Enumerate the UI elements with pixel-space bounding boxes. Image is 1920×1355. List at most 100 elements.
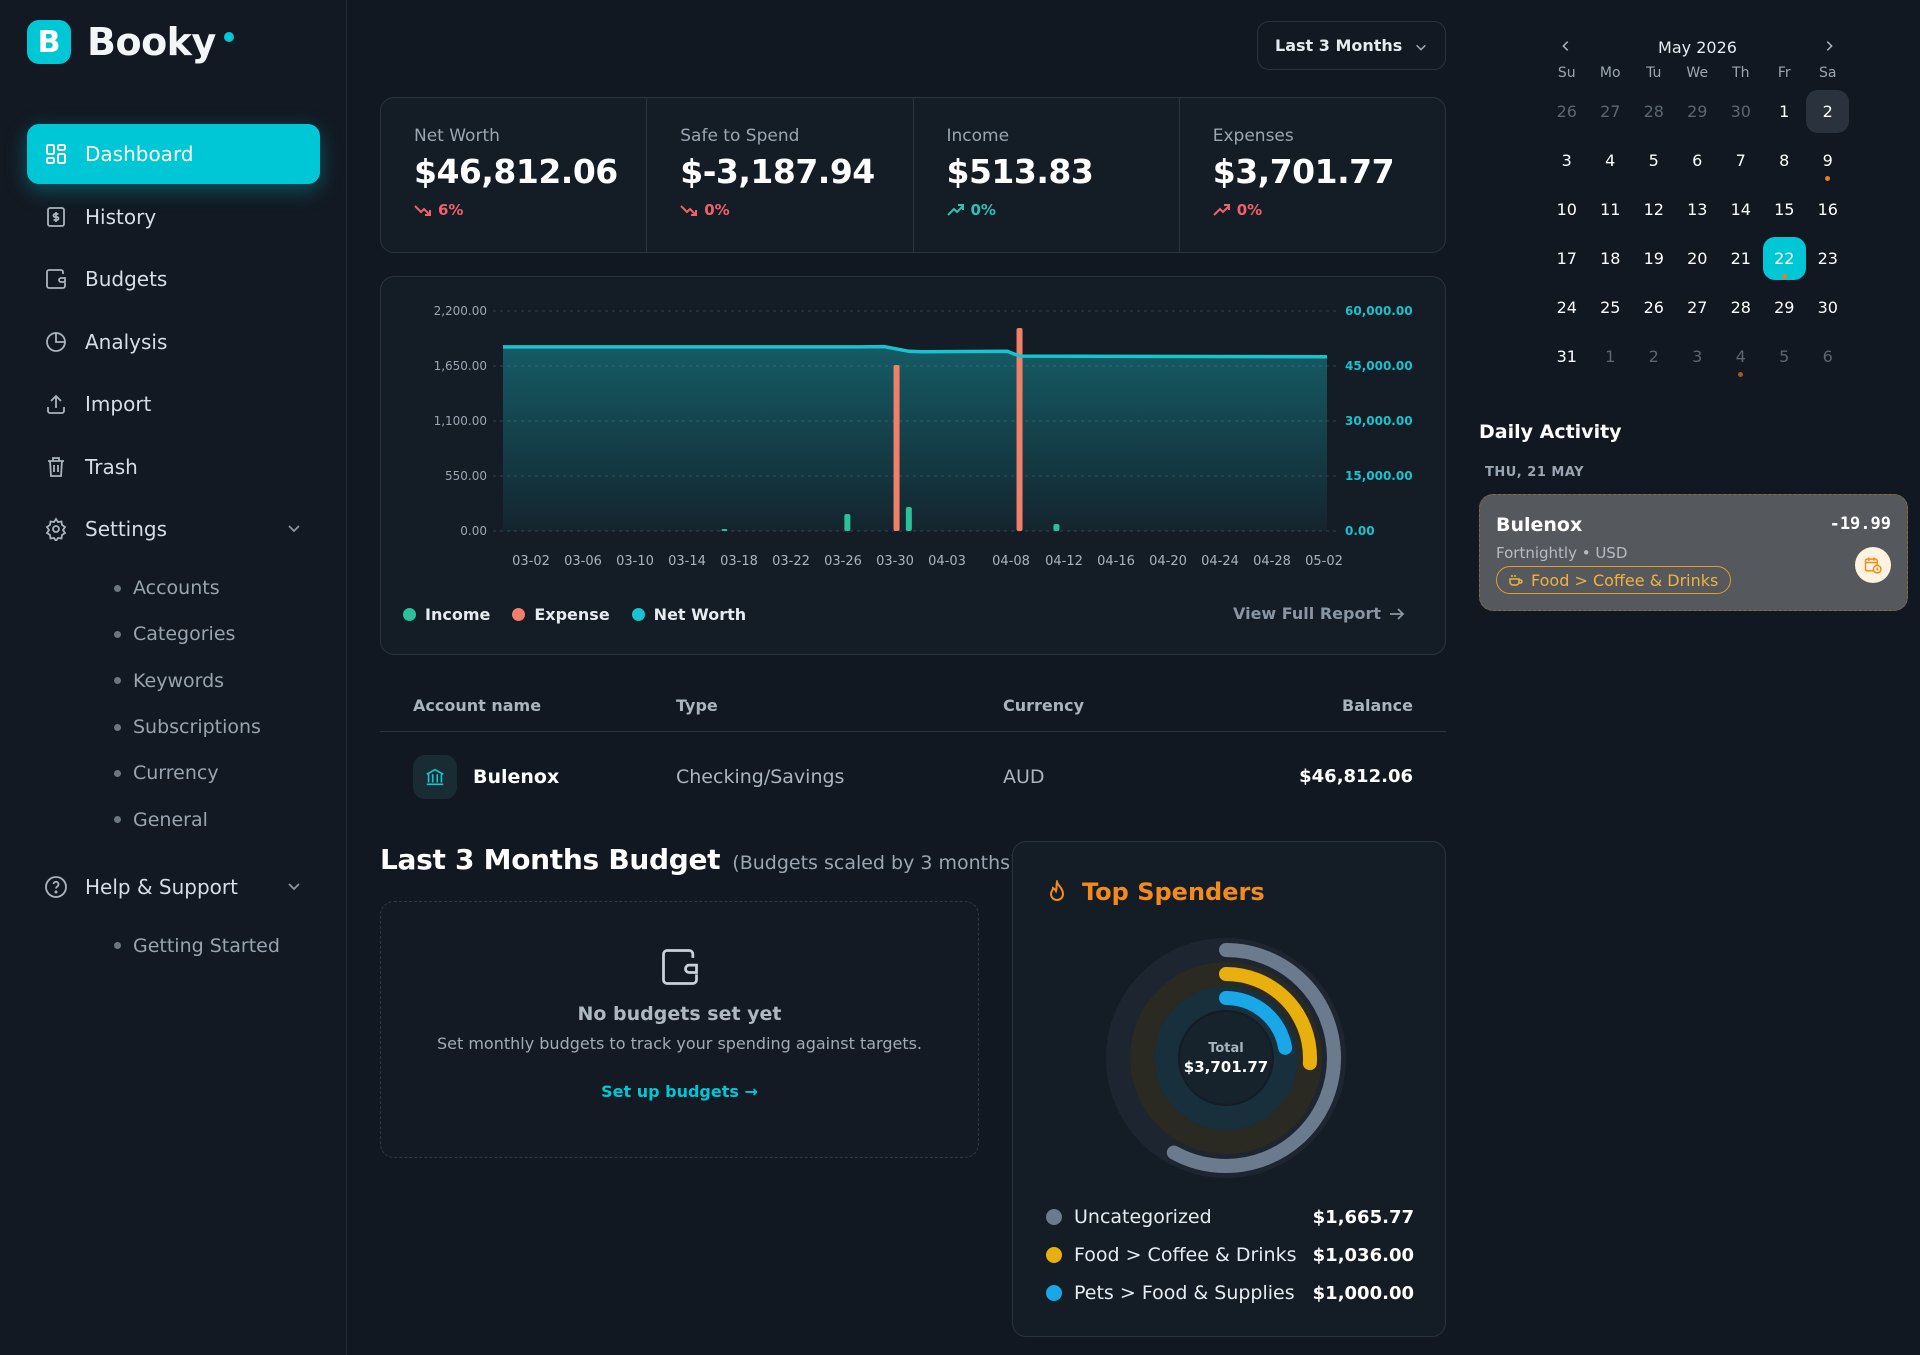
color-dot — [1046, 1209, 1062, 1225]
day-number: 16 — [1817, 200, 1838, 219]
calendar-day[interactable]: 9 — [1806, 136, 1850, 185]
table-row[interactable]: Bulenox Checking/Savings AUD $46,812.06 — [380, 732, 1446, 821]
col-currency[interactable]: Currency — [1003, 696, 1085, 715]
calendar-day[interactable]: 2 — [1806, 87, 1850, 136]
list-item[interactable]: Uncategorized $1,665.77 — [1046, 1198, 1414, 1236]
legend-expense[interactable]: Expense — [512, 605, 610, 624]
nav-item-settings[interactable]: Settings — [27, 499, 320, 559]
nav-item-import[interactable]: Import — [27, 374, 320, 434]
subnav-item-keywords[interactable]: Keywords — [87, 658, 320, 704]
calendar-day[interactable]: 25 — [1589, 283, 1633, 332]
calendar-day[interactable]: 27 — [1589, 87, 1633, 136]
calendar-day[interactable]: 14 — [1719, 185, 1763, 234]
bullet — [114, 769, 121, 777]
subnav-item-general[interactable]: General — [87, 796, 320, 842]
calendar: May 2026 Su Mo Tu We Th Fr Sa 26 27 28 29 30 1 2 3 4 5 6 7… — [1545, 30, 1850, 381]
day-number: 22 — [1762, 237, 1806, 280]
calendar-day[interactable]: 19 — [1632, 234, 1676, 283]
calendar-day[interactable]: 10 — [1545, 185, 1589, 234]
calendar-day[interactable]: 6 — [1806, 332, 1850, 381]
calendar-day[interactable]: 30 — [1806, 283, 1850, 332]
col-type[interactable]: Type — [676, 696, 718, 715]
calendar-day[interactable]: 30 — [1719, 87, 1763, 136]
calendar-day[interactable]: 16 — [1806, 185, 1850, 234]
top-spenders-title: Top Spenders — [1082, 878, 1265, 906]
calendar-day[interactable]: 26 — [1632, 283, 1676, 332]
calendar-day[interactable]: 3 — [1545, 136, 1589, 185]
spender-amount: $1,036.00 — [1312, 1244, 1414, 1266]
legend-label: Net Worth — [653, 605, 747, 624]
calendar-day[interactable]: 28 — [1632, 87, 1676, 136]
date-range-select[interactable]: Last 3 Months — [1257, 21, 1446, 70]
calendar-day[interactable]: 27 — [1676, 283, 1720, 332]
calendar-day[interactable]: 12 — [1632, 185, 1676, 234]
day-number: 3 — [1692, 347, 1703, 366]
bullet — [114, 816, 121, 824]
calendar-day[interactable]: 8 — [1763, 136, 1807, 185]
x-tick-label: 04-03 — [928, 554, 966, 569]
col-account-name[interactable]: Account name — [413, 696, 542, 715]
brand[interactable]: B Booky — [27, 20, 234, 64]
calendar-day[interactable]: 20 — [1676, 234, 1720, 283]
subnav-item-currency[interactable]: Currency — [87, 750, 320, 796]
chevron-left-icon[interactable] — [1559, 38, 1573, 57]
calendar-day[interactable]: 29 — [1676, 87, 1720, 136]
calendar-day[interactable]: 5 — [1632, 136, 1676, 185]
subnav-item-categories[interactable]: Categories — [87, 611, 320, 657]
spenders-donut — [1106, 938, 1346, 1178]
stat-delta: 0% — [1213, 201, 1445, 219]
list-item[interactable]: Pets > Food & Supplies $1,000.00 — [1046, 1274, 1414, 1312]
category-tag[interactable]: Food > Coffee & Drinks — [1496, 566, 1732, 594]
nav-item-help[interactable]: Help & Support — [27, 857, 320, 917]
calendar-day[interactable]: 28 — [1719, 283, 1763, 332]
calendar-day[interactable]: 4 — [1719, 332, 1763, 381]
calendar-day[interactable]: 18 — [1589, 234, 1633, 283]
calendar-day[interactable]: 15 — [1763, 185, 1807, 234]
view-full-report-link[interactable]: View Full Report — [1233, 604, 1405, 623]
calendar-day[interactable]: 13 — [1676, 185, 1720, 234]
nav-item-budgets[interactable]: Budgets — [27, 249, 320, 309]
calendar-day[interactable]: 11 — [1589, 185, 1633, 234]
legend-net-worth[interactable]: Net Worth — [631, 605, 747, 624]
calendar-day[interactable]: 26 — [1545, 87, 1589, 136]
chevron-right-icon[interactable] — [1822, 38, 1836, 57]
stat-value: $46,812.06 — [414, 152, 618, 191]
calendar-day[interactable]: 7 — [1719, 136, 1763, 185]
calendar-day[interactable]: 21 — [1719, 234, 1763, 283]
calendar-day[interactable]: 22 — [1762, 234, 1807, 283]
subnav-item-getting-started[interactable]: Getting Started — [87, 923, 320, 969]
calendar-day[interactable]: 3 — [1676, 332, 1720, 381]
nav-item-dashboard[interactable]: Dashboard — [27, 124, 320, 184]
subnav-item-subscriptions[interactable]: Subscriptions — [87, 704, 320, 750]
coffee-icon — [1509, 575, 1523, 586]
calendar-day[interactable]: 2 — [1632, 332, 1676, 381]
subnav-item-accounts[interactable]: Accounts — [87, 565, 320, 611]
trash-icon — [43, 454, 69, 480]
calendar-day[interactable]: 4 — [1589, 136, 1633, 185]
calendar-day[interactable]: 29 — [1763, 283, 1807, 332]
calendar-day[interactable]: 23 — [1806, 234, 1850, 283]
calendar-day[interactable]: 6 — [1676, 136, 1720, 185]
legend-income[interactable]: Income — [403, 605, 490, 624]
nav-item-trash[interactable]: Trash — [27, 437, 320, 497]
day-number: 28 — [1643, 102, 1664, 121]
x-tick-label: 05-02 — [1305, 554, 1343, 569]
calendar-day[interactable]: 17 — [1545, 234, 1589, 283]
calendar-day[interactable]: 1 — [1589, 332, 1633, 381]
activity-card[interactable]: Bulenox Fortnightly • USD -19.99 Food > … — [1479, 494, 1908, 611]
chevron-down-icon — [286, 517, 302, 541]
trend-down-icon — [680, 205, 698, 216]
calendar-day[interactable]: 24 — [1545, 283, 1589, 332]
nav-item-analysis[interactable]: Analysis — [27, 312, 320, 372]
category-label: Food > Coffee & Drinks — [1531, 570, 1719, 590]
calendar-day[interactable]: 5 — [1763, 332, 1807, 381]
set-up-budgets-link[interactable]: Set up budgets → — [601, 1082, 758, 1101]
day-number: 13 — [1687, 200, 1708, 219]
stat-label: Safe to Spend — [680, 126, 800, 146]
nav-item-history[interactable]: History — [27, 187, 320, 247]
list-item[interactable]: Food > Coffee & Drinks $1,036.00 — [1046, 1236, 1414, 1274]
col-balance[interactable]: Balance — [1342, 696, 1413, 715]
calendar-day[interactable]: 1 — [1763, 87, 1807, 136]
stat-delta-value: 0% — [704, 201, 730, 219]
calendar-day[interactable]: 31 — [1545, 332, 1589, 381]
